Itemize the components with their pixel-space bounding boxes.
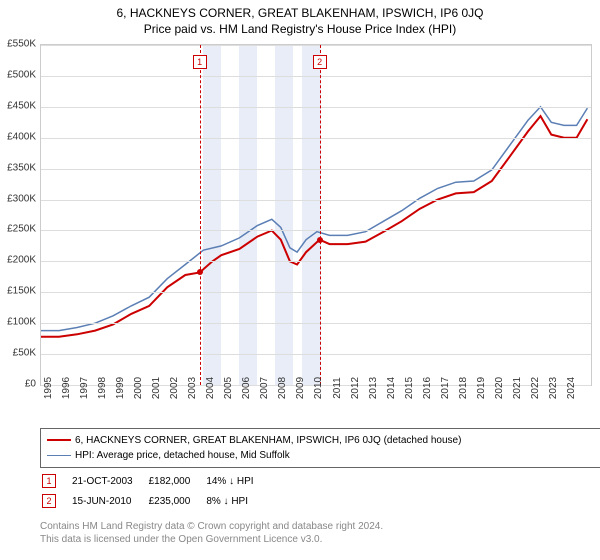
- grid-line: [41, 76, 591, 77]
- x-tick-label: 2009: [295, 377, 306, 399]
- x-tick-label: 2006: [241, 377, 252, 399]
- grid-line: [41, 323, 591, 324]
- y-tick-label: £100K: [2, 317, 36, 328]
- sale-marker-2: 2: [313, 55, 327, 69]
- x-tick-label: 2013: [368, 377, 379, 399]
- x-tick-label: 1996: [61, 377, 72, 399]
- sale-marker-1: 1: [193, 55, 207, 69]
- x-tick-label: 2024: [566, 377, 577, 399]
- x-tick-label: 1997: [79, 377, 90, 399]
- sales-marker-icon: 1: [42, 474, 56, 488]
- x-tick-label: 2012: [350, 377, 361, 399]
- x-tick-label: 2018: [458, 377, 469, 399]
- y-tick-label: £350K: [2, 162, 36, 173]
- sales-marker-cell: 1: [42, 472, 70, 490]
- x-tick-label: 2011: [332, 377, 343, 399]
- grid-line: [41, 292, 591, 293]
- sale-vline: [200, 45, 201, 385]
- sales-delta: 14% ↓ HPI: [206, 472, 267, 490]
- y-tick-label: £250K: [2, 224, 36, 235]
- y-tick-label: £50K: [2, 348, 36, 359]
- y-tick-label: £200K: [2, 255, 36, 266]
- chart-subtitle: Price paid vs. HM Land Registry's House …: [0, 20, 600, 40]
- sale-dot-1: [197, 269, 203, 275]
- series-subject: [41, 116, 587, 337]
- footer-attribution: Contains HM Land Registry data © Crown c…: [40, 520, 383, 546]
- x-tick-label: 2016: [422, 377, 433, 399]
- grid-line: [41, 200, 591, 201]
- x-tick-label: 2007: [259, 377, 270, 399]
- x-tick-label: 1995: [43, 377, 54, 399]
- sales-date: 15-JUN-2010: [72, 492, 147, 510]
- legend-item-subject: 6, HACKNEYS CORNER, GREAT BLAKENHAM, IPS…: [47, 433, 595, 448]
- x-tick-label: 2015: [404, 377, 415, 399]
- x-tick-label: 2022: [530, 377, 541, 399]
- plot-area: 12: [40, 44, 592, 386]
- legend-swatch: [47, 455, 71, 456]
- grid-line: [41, 354, 591, 355]
- grid-line: [41, 230, 591, 231]
- y-tick-label: £0: [2, 379, 36, 390]
- x-tick-label: 2021: [512, 377, 523, 399]
- x-tick-label: 2005: [223, 377, 234, 399]
- x-tick-label: 2014: [386, 377, 397, 399]
- x-tick-label: 1999: [115, 377, 126, 399]
- x-tick-label: 1998: [97, 377, 108, 399]
- line-layer: [41, 45, 591, 385]
- sales-price: £182,000: [149, 472, 205, 490]
- footer-line1: Contains HM Land Registry data © Crown c…: [40, 520, 383, 533]
- x-tick-label: 2020: [494, 377, 505, 399]
- grid-line: [41, 169, 591, 170]
- chart-container: 6, HACKNEYS CORNER, GREAT BLAKENHAM, IPS…: [0, 0, 600, 560]
- x-tick-label: 2003: [187, 377, 198, 399]
- x-tick-label: 2004: [205, 377, 216, 399]
- grid-line: [41, 45, 591, 46]
- grid-line: [41, 138, 591, 139]
- legend-label: 6, HACKNEYS CORNER, GREAT BLAKENHAM, IPS…: [75, 435, 461, 446]
- x-tick-label: 2002: [169, 377, 180, 399]
- y-tick-label: £300K: [2, 193, 36, 204]
- x-tick-label: 2019: [476, 377, 487, 399]
- y-tick-label: £500K: [2, 69, 36, 80]
- x-tick-label: 2010: [313, 377, 324, 399]
- sales-row: 2 15-JUN-2010£235,0008% ↓ HPI: [42, 492, 268, 510]
- x-tick-label: 2008: [277, 377, 288, 399]
- sales-delta: 8% ↓ HPI: [206, 492, 267, 510]
- x-tick-label: 2000: [133, 377, 144, 399]
- footer-line2: This data is licensed under the Open Gov…: [40, 533, 383, 546]
- sales-marker-icon: 2: [42, 494, 56, 508]
- chart-title: 6, HACKNEYS CORNER, GREAT BLAKENHAM, IPS…: [0, 0, 600, 20]
- sale-vline: [320, 45, 321, 385]
- x-tick-label: 2017: [440, 377, 451, 399]
- legend-label: HPI: Average price, detached house, Mid …: [75, 450, 290, 461]
- y-tick-label: £400K: [2, 131, 36, 142]
- sales-table: 1 21-OCT-2003£182,00014% ↓ HPI 2 15-JUN-201…: [40, 470, 270, 512]
- series-hpi: [41, 107, 587, 331]
- y-tick-label: £150K: [2, 286, 36, 297]
- sales-date: 21-OCT-2003: [72, 472, 147, 490]
- x-tick-label: 2023: [548, 377, 559, 399]
- grid-line: [41, 261, 591, 262]
- y-tick-label: £550K: [2, 39, 36, 50]
- x-tick-label: 2001: [151, 377, 162, 399]
- sales-row: 1 21-OCT-2003£182,00014% ↓ HPI: [42, 472, 268, 490]
- legend-item-hpi: HPI: Average price, detached house, Mid …: [47, 448, 595, 463]
- y-tick-label: £450K: [2, 100, 36, 111]
- sales-marker-cell: 2: [42, 492, 70, 510]
- sales-price: £235,000: [149, 492, 205, 510]
- legend-swatch: [47, 439, 71, 441]
- legend: 6, HACKNEYS CORNER, GREAT BLAKENHAM, IPS…: [40, 428, 600, 468]
- grid-line: [41, 107, 591, 108]
- sale-dot-2: [317, 237, 323, 243]
